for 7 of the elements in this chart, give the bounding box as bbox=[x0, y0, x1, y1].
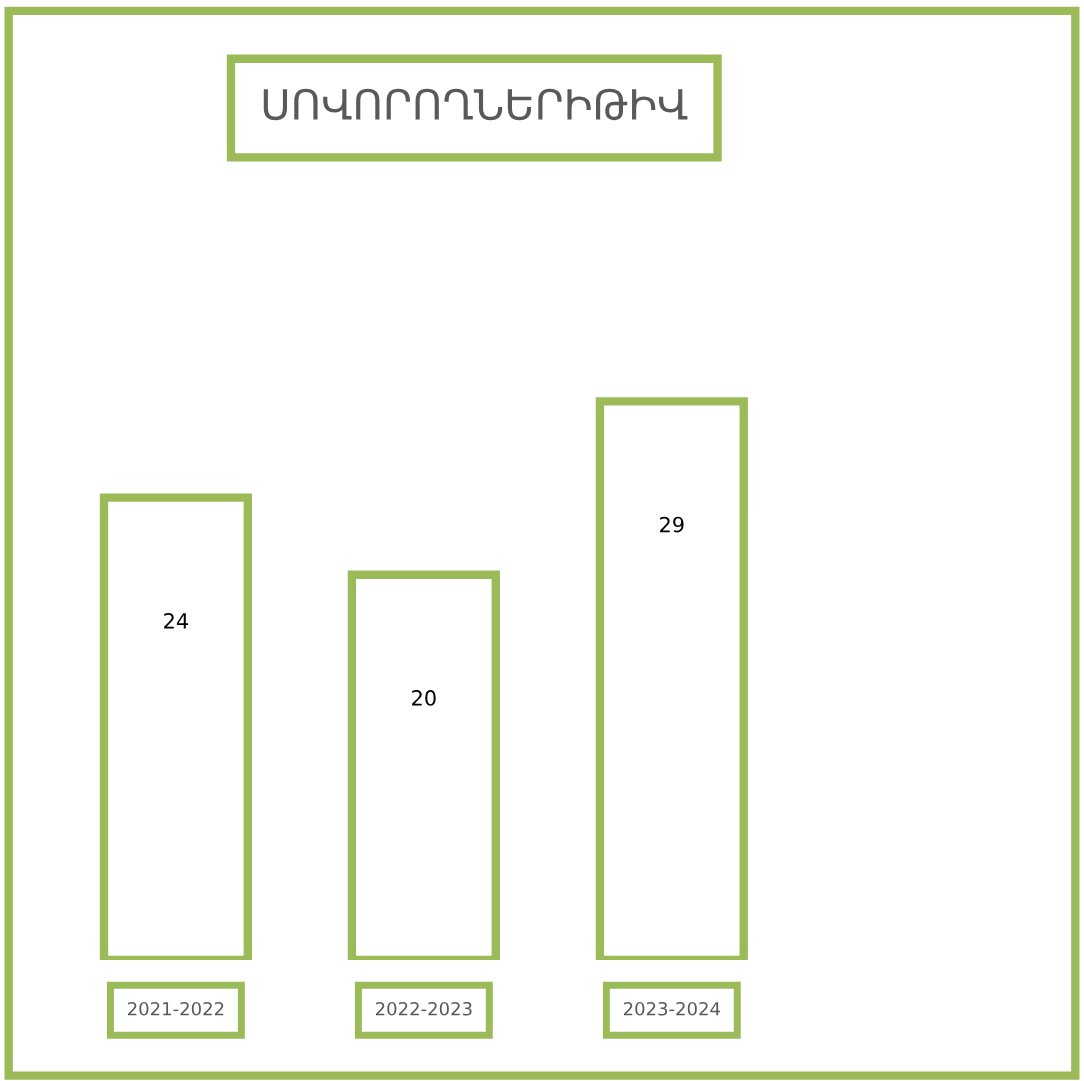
x-tick-label: 2021-2022 bbox=[127, 1001, 224, 1016]
x-tick-label: 2023-2024 bbox=[623, 1001, 720, 1016]
data-label: 24 bbox=[164, 612, 188, 629]
data-label: 20 bbox=[412, 690, 436, 706]
x-tick-label: 2022-2023 bbox=[375, 1001, 472, 1016]
data-label: 29 bbox=[660, 516, 684, 533]
chart-title: ՍՈՎՈՐՈՂՆԵՐԻԹԻՎ bbox=[263, 88, 688, 121]
